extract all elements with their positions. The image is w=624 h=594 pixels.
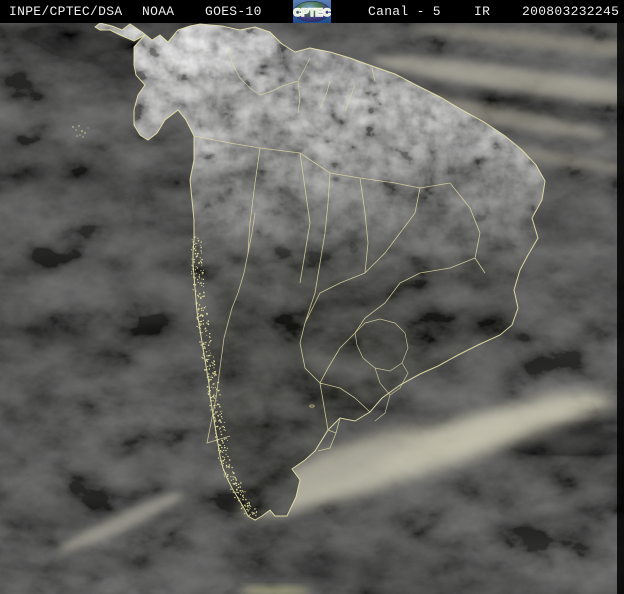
svg-text:CPTEC: CPTEC [293, 7, 330, 19]
